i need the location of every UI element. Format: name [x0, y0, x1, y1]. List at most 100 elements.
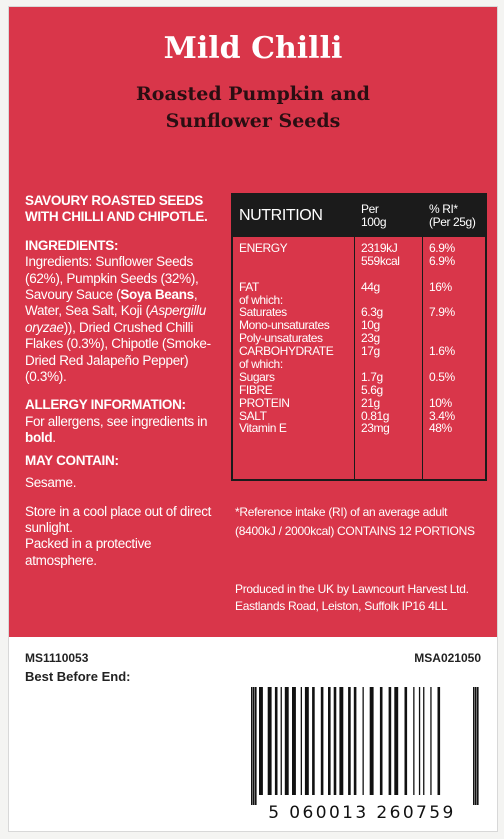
allergy-text-end: .: [52, 430, 56, 446]
nutrition-value-cell: 1.7g: [361, 369, 383, 384]
nutrition-label-cell: FAT: [239, 279, 259, 294]
nutrition-ri-cell: 7.9%: [429, 305, 455, 320]
per-header-line-1: Per: [361, 202, 379, 216]
ri-header-line-2: (Per 25g): [429, 215, 476, 229]
producer-address: Produced in the UK by Lawncourt Harvest …: [235, 581, 497, 615]
nutrition-ri-cell: [429, 358, 485, 371]
tagline-line-2: WITH CHILLI AND CHIPOTLE.: [25, 209, 208, 225]
barcode-guard-bar: [255, 687, 257, 805]
packed-text: Packed in a protective atmosphere.: [25, 536, 152, 568]
barcode-guard-bar: [475, 687, 477, 805]
nutrition-title: NUTRITION: [239, 207, 323, 224]
ingredients-heading: INGREDIENTS:: [25, 237, 119, 253]
nutrition-label-cell: Poly-unsaturates: [239, 331, 323, 346]
barcode-bar: [259, 687, 263, 795]
nutrition-table: NUTRITION Per 100g % RI* (Per 25g) ENERG…: [231, 193, 487, 481]
nutrition-ri-cell: 6.9%: [429, 253, 455, 268]
nutrient-label-column: ENERGY FAT of which: Saturates Mono-unsatura…: [233, 237, 355, 479]
nutrition-value-cell: 2319kJ: [361, 241, 398, 255]
barcode-bar: [320, 687, 324, 795]
ri-note-line-2: (8400kJ / 2000kcal) CONTAINS 12 PORTIONS: [235, 524, 475, 538]
nutrition-value-cell: 23g: [361, 331, 380, 346]
barcode: 5 060013 260759: [237, 687, 487, 837]
nutrition-ri-cell: 0.5%: [429, 369, 455, 384]
nutrition-header: NUTRITION Per 100g % RI* (Per 25g): [233, 195, 485, 237]
nutrition-label-cell: CARBOHYDRATE: [239, 344, 334, 359]
per-header-line-2: 100g: [361, 215, 387, 229]
barcode-bar: [284, 687, 289, 795]
barcode-bar: [292, 687, 296, 795]
barcode-bar: [312, 687, 315, 795]
nutrition-label-cell: SALT: [239, 408, 267, 423]
nutrition-label-cell: Saturates: [239, 305, 287, 320]
nutrition-ri-cell: 48%: [429, 421, 452, 436]
nutrition-ri-cell: 6.9%: [429, 241, 455, 255]
nutrition-ri-cell: [429, 268, 485, 281]
nutrition-value-cell: 5.6g: [361, 382, 383, 397]
nutrition-label-cell: Sugars: [239, 369, 275, 384]
product-title: Mild Chilli: [163, 31, 343, 66]
barcode-bar: [300, 687, 302, 795]
barcode-bar: [413, 687, 415, 795]
nutrition-value-cell: 21g: [361, 395, 380, 410]
nutrition-ri-cell: 10%: [429, 395, 452, 410]
barcode-bar: [274, 687, 278, 795]
per-100g-header: Per 100g: [355, 203, 423, 229]
barcode-bar: [430, 687, 432, 795]
ingredients-tail: )), Dried Crushed Chilli Flakes (0.3%), …: [25, 319, 211, 385]
barcode-bar: [267, 687, 272, 795]
nutrition-value-cell: [361, 358, 422, 371]
ri-column: 6.9% 6.9% 16% 7.9% 1.6% 0.5% 10% 3.4% 48%: [423, 237, 485, 479]
barcode-bar: [348, 687, 351, 795]
ingredients-lead: Ingredients: Sunflower Seeds (62%), Pump…: [25, 254, 199, 303]
barcode-bar: [404, 687, 408, 795]
nutrition-value-cell: 23mg: [361, 421, 390, 436]
nutrition-ri-cell: 1.6%: [429, 344, 455, 359]
barcode-bar: [333, 687, 337, 795]
ingredients-panel: SAVOURY ROASTED SEEDS WITH CHILLI AND CH…: [25, 193, 225, 569]
batch-code-left: MS1110053: [25, 651, 89, 665]
allergy-text-lead: For allergens, see ingredients in: [25, 413, 208, 429]
ri-header: % RI* (Per 25g): [423, 203, 485, 229]
ingredients-latin: Aspergillu oryzae: [25, 303, 206, 335]
nutrition-label-cell: Mono-unsaturates: [239, 318, 330, 333]
barcode-bar: [394, 687, 399, 795]
nutrition-value-cell: [361, 268, 422, 281]
allergy-heading: ALLERGY INFORMATION:: [25, 397, 186, 413]
barcode-bar: [379, 687, 383, 795]
nutrition-label-cell: of which:: [239, 357, 283, 372]
nutrition-label-cell: ENERGY: [239, 241, 288, 255]
nutrition-ri-cell: 16%: [429, 279, 452, 294]
nutrition-label-cell: [239, 268, 354, 281]
allergen-soya: Soya Beans: [120, 287, 194, 303]
nutrition-label-cell: PROTEIN: [239, 395, 290, 410]
nutrition-ri-cell: 3.4%: [429, 408, 455, 423]
barcode-bar: [328, 687, 331, 795]
barcode-bar: [369, 687, 374, 795]
nutrition-value-cell: 10g: [361, 318, 380, 333]
nutrition-value-cell: 559kcal: [361, 253, 400, 268]
label-card: Mild Chilli Roasted Pumpkin and Sunflowe…: [8, 6, 498, 832]
nutrition-ri-cell: [429, 319, 485, 332]
batch-code-right: MSA021050: [414, 651, 481, 665]
barcode-bar: [280, 687, 282, 795]
nutrition-value-cell: 44g: [361, 279, 380, 294]
per-100g-column: 2319kJ 559kcal 44g 6.3g 10g 23g 17g 1.7g 5.6g 21g…: [355, 237, 423, 479]
barcode-bar: [418, 687, 421, 795]
best-before-label: Best Before End:: [25, 669, 131, 684]
producer-line-1: Produced in the UK by Lawncourt Harvest …: [235, 582, 469, 596]
allergy-bold-word: bold: [25, 430, 53, 446]
barcode-bar: [362, 687, 364, 795]
barcode-bar: [353, 687, 357, 795]
nutrition-body: ENERGY FAT of which: Saturates Mono-unsatura…: [233, 237, 485, 479]
barcode-guard-bar: [251, 687, 253, 805]
subtitle-line-1: Roasted Pumpkin and: [136, 83, 370, 105]
red-panel: Mild Chilli Roasted Pumpkin and Sunflowe…: [9, 7, 497, 637]
ingredients-text: Ingredients: Sunflower Seeds (62%), Pump…: [25, 254, 225, 385]
barcode-guard-bar: [477, 687, 479, 805]
ri-header-line-1: % RI*: [429, 202, 458, 216]
producer-line-2: Eastlands Road, Leiston, Suffolk IP16 4L…: [235, 599, 448, 613]
barcode-guard-bar: [253, 687, 255, 805]
reference-intake-note: *Reference intake (RI) of an average adu…: [235, 503, 497, 541]
barcode-guard-bar: [473, 687, 475, 805]
